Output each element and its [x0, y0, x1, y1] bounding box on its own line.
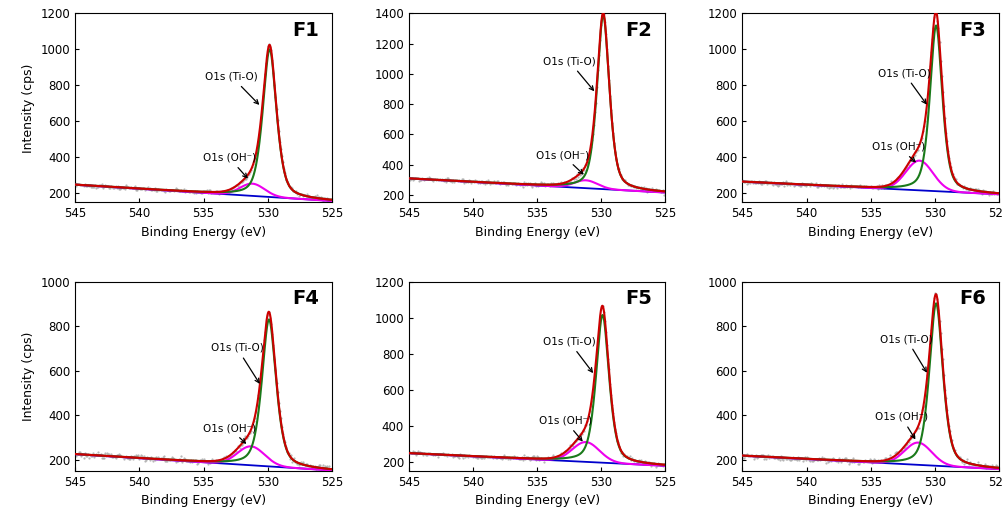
Text: O1s (Ti-O): O1s (Ti-O): [543, 337, 595, 372]
Text: O1s (Ti-O): O1s (Ti-O): [880, 334, 932, 372]
Text: F4: F4: [292, 289, 319, 309]
X-axis label: Binding Energy (eV): Binding Energy (eV): [807, 226, 933, 239]
Text: O1s (OH⁻): O1s (OH⁻): [203, 153, 256, 178]
Y-axis label: Intensity (cps): Intensity (cps): [22, 331, 35, 421]
Text: O1s (Ti-O): O1s (Ti-O): [543, 56, 595, 90]
Text: O1s (Ti-O): O1s (Ti-O): [211, 343, 263, 383]
X-axis label: Binding Energy (eV): Binding Energy (eV): [140, 226, 266, 239]
X-axis label: Binding Energy (eV): Binding Energy (eV): [474, 226, 599, 239]
Text: O1s (OH⁻): O1s (OH⁻): [872, 142, 925, 162]
X-axis label: Binding Energy (eV): Binding Energy (eV): [807, 494, 933, 507]
Text: O1s (OH⁻): O1s (OH⁻): [203, 423, 256, 443]
Text: F2: F2: [625, 21, 652, 40]
Text: O1s (OH⁻): O1s (OH⁻): [874, 412, 927, 438]
Text: F5: F5: [625, 289, 652, 309]
Text: F3: F3: [959, 21, 985, 40]
X-axis label: Binding Energy (eV): Binding Energy (eV): [140, 494, 266, 507]
Text: O1s (OH⁻): O1s (OH⁻): [536, 150, 589, 174]
Text: O1s (OH⁻): O1s (OH⁻): [539, 416, 592, 440]
Text: F1: F1: [292, 21, 319, 40]
X-axis label: Binding Energy (eV): Binding Energy (eV): [474, 494, 599, 507]
Text: O1s (Ti-O): O1s (Ti-O): [877, 68, 930, 104]
Y-axis label: Intensity (cps): Intensity (cps): [22, 63, 35, 153]
Text: O1s (Ti-O): O1s (Ti-O): [206, 72, 258, 104]
Text: F6: F6: [958, 289, 985, 309]
